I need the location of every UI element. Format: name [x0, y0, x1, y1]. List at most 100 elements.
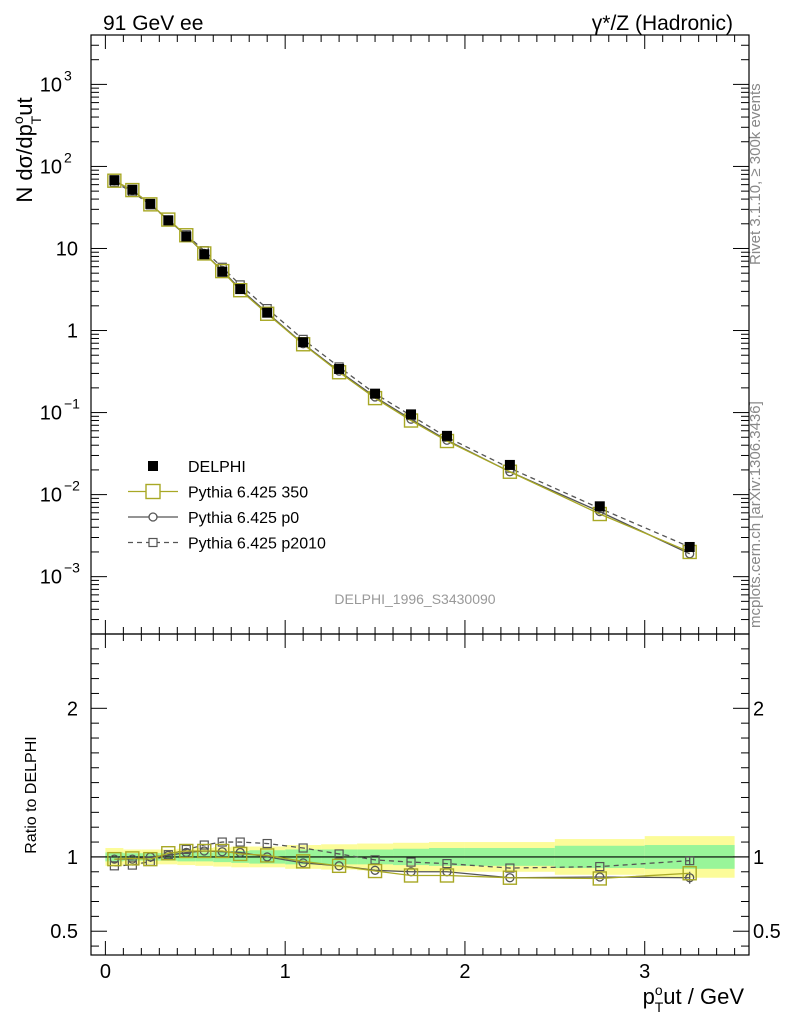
ratio-marker — [367, 863, 383, 879]
x-tick-label: 2 — [459, 961, 470, 983]
y-tick-label-right: 2 — [753, 698, 764, 720]
main-marker — [107, 173, 122, 188]
main-marker — [259, 306, 275, 321]
y-tick-exponent: 2 — [64, 149, 72, 165]
ratio-marker — [406, 857, 416, 867]
main-data-point — [594, 501, 605, 512]
ratio-marker — [685, 873, 695, 883]
x-axis-title: po Tut / GeV — [643, 982, 745, 1015]
main-marker — [179, 228, 194, 243]
ratio-y-axis-title: Ratio to DELPHI — [23, 736, 40, 853]
legend-marker — [148, 537, 158, 548]
main-data-point — [217, 266, 228, 277]
y-tick-exponent: 3 — [64, 67, 72, 83]
ratio-marker — [439, 868, 455, 883]
x-tick-label: 0 — [100, 961, 111, 983]
main-data-point — [163, 215, 174, 226]
mcplots-label: mcplots.cern.ch [arXiv:1306.3436] — [747, 401, 764, 628]
y-tick-label-right: 0.5 — [753, 921, 781, 943]
ratio-marker — [502, 870, 518, 885]
ratio-marker — [595, 861, 605, 872]
legend-label: Pythia 6.425 p2010 — [188, 536, 326, 553]
main-data-point — [504, 459, 515, 470]
main-data-point — [109, 175, 120, 186]
analysis-id: DELPHI_1996_S3430090 — [334, 591, 495, 607]
ratio-frame — [90, 633, 750, 956]
ratio-marker — [181, 847, 191, 858]
main-data-point — [199, 249, 210, 260]
ratio-marker — [197, 843, 212, 859]
main-marker — [233, 283, 248, 298]
y-tick-label: 10 — [40, 567, 62, 589]
main-data-point — [406, 409, 417, 420]
ratio-marker — [262, 852, 272, 862]
main-data-point — [262, 307, 273, 318]
ratio-marker — [331, 858, 347, 874]
legend-label: DELPHI — [188, 459, 246, 476]
ratio-marker — [592, 871, 607, 886]
y-tick-label-right: 1 — [753, 847, 764, 869]
main-marker — [197, 246, 212, 261]
ratio-marker — [259, 848, 275, 863]
main-data-point — [298, 337, 309, 348]
main-data-point — [181, 231, 192, 242]
ratio-marker — [235, 847, 245, 858]
ratio-marker — [403, 868, 419, 883]
ratio-marker — [295, 854, 311, 869]
legend-label: Pythia 6.425 350 — [188, 485, 308, 502]
main-data-point — [334, 363, 345, 374]
axis-titles: N dσ/dpo Tut Ratio to DELPHI po Tut / GeV — [10, 97, 744, 1015]
header-left: 91 GeV ee — [103, 12, 203, 35]
ratio-marker — [107, 851, 122, 867]
y-tick-label: 10 — [40, 156, 62, 178]
legend: DELPHI Pythia 6.425 350 Pythia 6.425 p0 Pyt… — [128, 459, 326, 553]
legend-marker — [145, 483, 161, 500]
rivet-label: Rivet 3.1.10, ≥ 300k events — [747, 83, 764, 265]
ratio-marker — [334, 849, 344, 859]
ratio-marker — [143, 851, 158, 867]
ratio-marker — [235, 837, 245, 847]
y-tick-label: 10 — [40, 74, 62, 96]
x-tick-label: 3 — [639, 961, 650, 983]
x-tick-label: 1 — [280, 961, 291, 983]
ratio-marker — [685, 856, 695, 866]
y-tick-exponent: −3 — [64, 560, 80, 576]
y-tick-label: 10 — [40, 403, 62, 425]
y-tick-label: 2 — [67, 698, 78, 720]
ratio-panel: 0 1 2 3 0.5 0.5 1 1 2 2 — [50, 633, 781, 983]
ratio-marker — [179, 843, 194, 859]
main-marker — [143, 197, 158, 212]
main-marker — [161, 212, 176, 227]
ratio-marker — [181, 844, 191, 855]
y-tick-label: 1 — [67, 847, 78, 869]
ratio-marker — [233, 846, 248, 862]
ratio-marker — [161, 846, 176, 861]
ratio-marker — [505, 863, 515, 873]
main-data-point — [235, 284, 246, 295]
ratio-marker — [682, 866, 697, 881]
ratio-marker — [595, 872, 605, 882]
ratio-marker — [262, 838, 272, 849]
y-tick-label: 10 — [40, 485, 62, 507]
y-tick-label: 10 — [56, 238, 78, 260]
ratio-marker — [298, 843, 308, 853]
legend-marker — [148, 461, 158, 471]
header-right: γ*/Z (Hadronic) — [592, 12, 733, 35]
ratio-marker — [298, 858, 308, 868]
ratio-marker — [215, 843, 230, 859]
ratio-marker — [217, 837, 227, 847]
y-tick-label: 0.5 — [50, 921, 78, 943]
main-y-axis-title: N dσ/dpo Tut — [10, 97, 44, 202]
y-tick-exponent: −1 — [64, 396, 80, 412]
main-marker — [215, 263, 230, 279]
main-data-point — [370, 388, 381, 399]
main-data-point — [684, 541, 695, 552]
ratio-marker — [125, 851, 140, 866]
y-tick-exponent: −2 — [64, 478, 80, 494]
legend-label: Pythia 6.425 p0 — [188, 510, 299, 527]
main-data-point — [145, 198, 156, 209]
y-tick-label: 1 — [67, 321, 78, 343]
main-data-point — [127, 184, 138, 195]
